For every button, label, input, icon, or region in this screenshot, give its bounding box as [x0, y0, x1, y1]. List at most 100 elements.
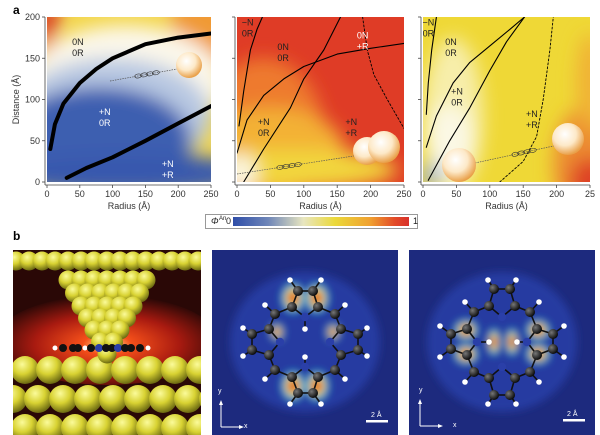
contour-region	[569, 157, 590, 182]
region-label: 0N 0R	[72, 37, 84, 58]
molecule-icon	[511, 148, 537, 157]
atom	[145, 345, 151, 351]
substrate-atom	[136, 414, 164, 435]
carbon-atom	[548, 329, 558, 339]
x-axis-title: Radius (Å)	[485, 201, 528, 211]
hydrogen-atom	[485, 277, 491, 283]
colorbar-symbol: Φ	[211, 216, 219, 226]
hydrogen-atom	[364, 325, 370, 331]
region-label-line: −N	[242, 17, 254, 27]
carbon-atom	[532, 324, 542, 334]
region-label: +N 0R	[99, 107, 111, 128]
region-label: −N 0R	[422, 17, 434, 38]
x-tick-label: 150	[330, 189, 345, 199]
carbon-atom	[336, 350, 346, 360]
hydrogen-atom	[514, 339, 520, 345]
substrate-atom	[36, 414, 64, 435]
carbon-atom	[270, 309, 280, 319]
region-label: 0N +R	[357, 30, 369, 51]
tip-atom	[58, 251, 78, 271]
region-label-line: 0R	[445, 48, 457, 58]
x-tick-label: 0	[420, 189, 425, 199]
hydrogen-atom	[462, 379, 468, 385]
nitrogen-atom	[497, 312, 507, 322]
carbon-atom	[469, 307, 479, 317]
region-label: +N 0R	[258, 117, 270, 138]
x-tick-label: 250	[203, 189, 218, 199]
atom	[59, 344, 67, 352]
region-label: +N +R	[162, 159, 174, 180]
hydrogen-atom	[462, 299, 468, 305]
substrate-atom	[74, 385, 102, 413]
region-label: −N 0R	[242, 17, 254, 38]
colorbar-min-label: 0	[226, 216, 232, 226]
x-tick-label: 100	[482, 189, 497, 199]
region-label-line: +N	[526, 109, 538, 119]
hydrogen-atom	[536, 299, 542, 305]
arrowhead	[239, 425, 244, 429]
carbon-atom	[484, 373, 494, 383]
y-tick-label: 150	[25, 53, 40, 63]
colorbar: Φ An 0 1	[205, 214, 418, 229]
carbon-atom	[264, 350, 274, 360]
hydrogen-atom	[262, 302, 268, 308]
x-axis-label: x	[244, 423, 248, 430]
carbon-atom	[548, 344, 558, 354]
carbon-atom	[469, 367, 479, 377]
region-label-line: −N	[422, 17, 434, 27]
contour-region	[47, 17, 61, 34]
nitrogen-atom	[497, 362, 507, 372]
atom	[114, 344, 122, 352]
carbon-atom	[293, 286, 303, 296]
hydrogen-atom	[342, 376, 348, 382]
heatmap-field	[47, 17, 211, 182]
y-axis-label: y	[218, 388, 222, 395]
carbon-atom	[313, 302, 323, 312]
region-label-line: 0R	[258, 128, 270, 138]
x-tick-label: 0	[44, 189, 49, 199]
hydrogen-atom	[536, 379, 542, 385]
hydrogen-atom	[287, 401, 293, 407]
x-axis-title: Radius (Å)	[108, 201, 151, 211]
substrate-atom	[49, 385, 77, 413]
carbon-atom	[489, 390, 499, 400]
region-label-line: +R	[345, 128, 357, 138]
carbon-atom	[489, 284, 499, 294]
y-tick-label: 100	[25, 95, 40, 105]
substrate-atom	[86, 414, 114, 435]
contour-region	[237, 153, 258, 182]
x-tick-label: 200	[549, 189, 564, 199]
hydrogen-atom	[302, 326, 308, 332]
scale-bar-label: 2 Å	[567, 409, 578, 418]
carbon-atom	[247, 345, 257, 355]
hydrogen-atom	[437, 354, 443, 360]
tip-atom	[162, 251, 182, 271]
phase-boundary-thin	[427, 17, 526, 181]
x-tick-label: 150	[516, 189, 531, 199]
region-label-line: 0N	[357, 30, 369, 40]
carbon-atom	[264, 324, 274, 334]
substrate-atom	[61, 356, 89, 384]
carbon-atom	[287, 302, 297, 312]
region-label-line: +R	[526, 120, 538, 130]
region-label-line: 0N	[277, 42, 289, 52]
phase-boundary-thin	[238, 17, 263, 127]
region-label-line: 0R	[423, 28, 435, 38]
substrate-atom	[186, 356, 201, 384]
substrate-atom	[186, 414, 201, 435]
atom	[82, 345, 88, 351]
phase-boundary-thin	[425, 17, 437, 115]
ring	[288, 163, 296, 168]
tip-sphere	[368, 131, 400, 163]
carbon-atom	[525, 307, 535, 317]
y-tick-label: 200	[25, 12, 40, 22]
substrate-atom	[13, 385, 27, 413]
ring	[282, 164, 290, 169]
y-axis-title: Distance (Å)	[11, 75, 21, 125]
atom	[136, 344, 144, 352]
region-label: 0N 0R	[277, 42, 289, 63]
atom	[127, 344, 135, 352]
x-tick-label: 50	[75, 189, 85, 199]
density-lobe	[274, 328, 280, 336]
